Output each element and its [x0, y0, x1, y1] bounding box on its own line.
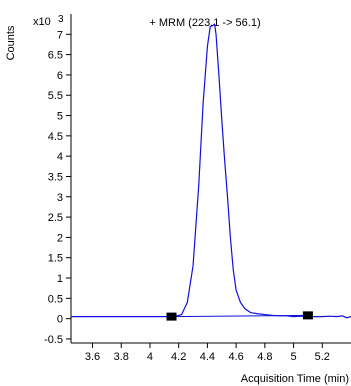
y-tick-label: 0.5 [48, 293, 63, 305]
y-tick-label: 4.5 [48, 131, 63, 143]
x-tick-label: 4 [147, 351, 153, 363]
y-tick-label: 5 [57, 111, 63, 123]
x-tick-label: 3.6 [85, 351, 100, 363]
x-tick-label: 4.2 [171, 351, 186, 363]
y-exponent-label: 3 [58, 14, 64, 25]
series-layer [71, 23, 351, 319]
y-tick-label: 2 [57, 232, 63, 244]
y-tick-label: 1 [57, 273, 63, 285]
y-tick-label: 6 [57, 70, 63, 82]
y-tick-label: -0.5 [44, 334, 63, 346]
y-tick-label: 4 [57, 151, 63, 163]
y-tick-label: 0 [57, 314, 63, 326]
y-tick-label: 5.5 [48, 90, 63, 102]
x-tick-label: 4.4 [200, 351, 215, 363]
integration-marker[interactable] [302, 311, 313, 320]
x-tick-label: 5.2 [315, 351, 330, 363]
y-axis-label: Counts [5, 25, 17, 60]
axes [70, 14, 351, 344]
x-axis-label: Acquisition Time (min) [241, 373, 349, 385]
x-tick-label: 3.8 [114, 351, 129, 363]
chart-title: + MRM (223.1 -> 56.1) [149, 17, 260, 29]
integration-baseline [171, 314, 308, 318]
y-multiplier-label: x10 [33, 16, 51, 28]
y-tick-label: 1.5 [48, 253, 63, 265]
x-tick-label: 4.8 [257, 351, 272, 363]
y-tick-label: 2.5 [48, 212, 63, 224]
series-line [71, 23, 351, 319]
y-tick-label: 6.5 [48, 50, 63, 62]
y-tick-label: 7 [57, 29, 63, 41]
x-tick-label: 4.6 [228, 351, 243, 363]
y-tick-label: 3 [57, 192, 63, 204]
integration-marker[interactable] [166, 312, 177, 321]
x-tick-label: 5 [291, 351, 297, 363]
integration-markers [166, 311, 313, 321]
tick-marks: -0.5 0 0.5 1 1.5 2 2.5 3 3.5 4 4.5 5 5.5 6 6.5 7 3.6 3.8 4… [44, 29, 330, 363]
y-tick-label: 3.5 [48, 171, 63, 183]
